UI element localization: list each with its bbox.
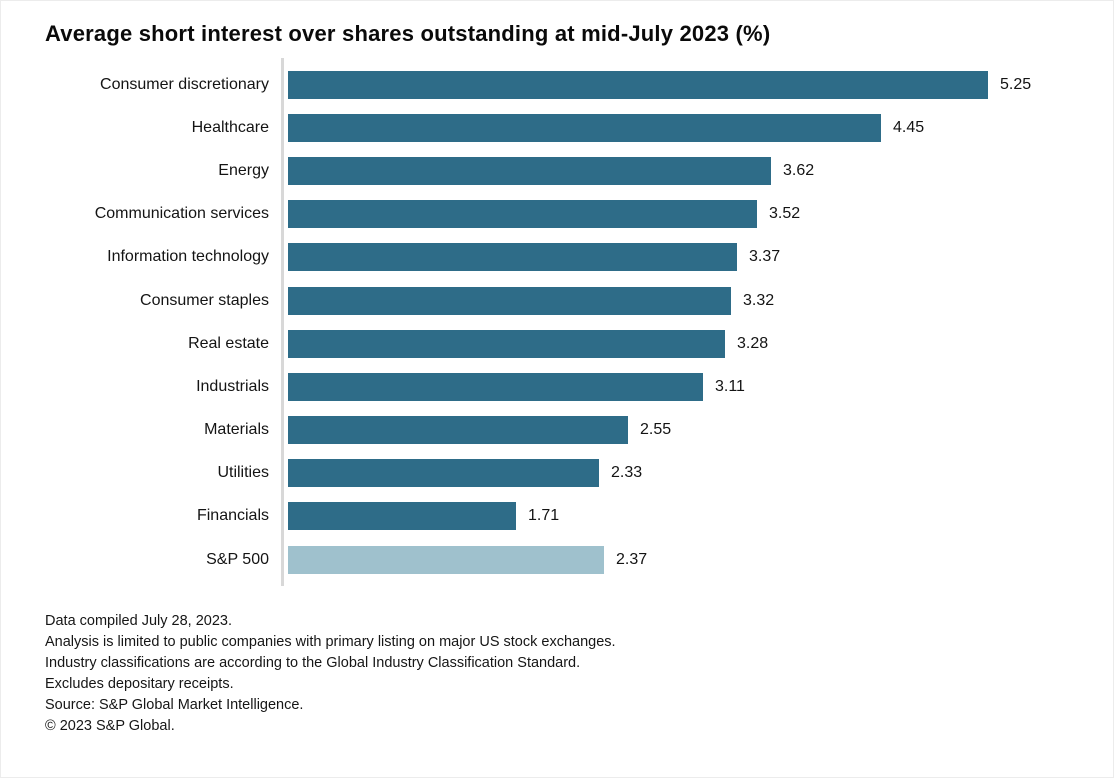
bar [288, 416, 628, 445]
bar-track: 3.37 [281, 243, 1083, 272]
bar-row: Communication services 3.52 [45, 193, 1083, 236]
bar-value-label: 2.33 [611, 464, 643, 482]
bar-track: 3.11 [281, 372, 1083, 401]
bar-row: Materials 2.55 [45, 409, 1083, 452]
bar-value-label: 2.55 [640, 421, 672, 439]
footnote-line: Industry classifications are according t… [45, 655, 581, 672]
category-label: Information technology [107, 248, 269, 266]
bar-track: 5.25 [281, 70, 1083, 99]
category-label: Consumer staples [140, 291, 269, 309]
bar-value-label: 3.52 [769, 205, 801, 223]
bar-value-label: 3.62 [783, 161, 815, 179]
bar-row: Energy 3.62 [45, 149, 1083, 192]
bar-row: Consumer staples 3.32 [45, 279, 1083, 322]
category-label: Energy [218, 161, 269, 179]
y-axis-line [281, 58, 284, 587]
bar-track: 3.52 [281, 200, 1083, 229]
bar-track: 4.45 [281, 113, 1083, 142]
bar-track: 2.55 [281, 416, 1083, 445]
bar-value-label: 3.11 [715, 377, 745, 395]
bar [288, 459, 599, 488]
bar-value-label: 3.37 [749, 248, 781, 266]
bar-track: 1.71 [281, 502, 1083, 531]
bar-row: Financials 1.71 [45, 495, 1083, 538]
bar-row: S&P 500 2.37 [45, 538, 1083, 581]
bar-track: 2.33 [281, 459, 1083, 488]
bar-track: 2.37 [281, 545, 1083, 574]
bar-chart: Consumer discretionary 5.25 Healthcare 4… [45, 58, 1083, 587]
bar-track: 3.62 [281, 156, 1083, 185]
bar [288, 329, 725, 358]
bar-row: Real estate 3.28 [45, 322, 1083, 365]
bar-row: Utilities 2.33 [45, 452, 1083, 495]
bar-value-label: 3.28 [737, 334, 769, 352]
category-label: Communication services [94, 205, 269, 223]
bar [288, 113, 881, 142]
footnotes: Data compiled July 28, 2023. Analysis is… [45, 611, 1083, 737]
bar-value-label: 1.71 [528, 507, 560, 525]
bar [288, 545, 604, 574]
bar [288, 156, 771, 185]
bar [288, 502, 516, 531]
footnote-line: Data compiled July 28, 2023. [45, 613, 232, 630]
footnote-line: Source: S&P Global Market Intelligence. [45, 697, 304, 714]
bar-rows: Consumer discretionary 5.25 Healthcare 4… [45, 63, 1083, 581]
footnote-line: Analysis is limited to public companies … [45, 634, 616, 651]
bar-value-label: 5.25 [1000, 75, 1032, 93]
category-label: Real estate [188, 334, 269, 352]
bar-value-label: 3.32 [743, 291, 775, 309]
footnote-line: © 2023 S&P Global. [45, 718, 175, 735]
category-label: Materials [204, 421, 269, 439]
category-label: Industrials [196, 377, 269, 395]
bar [288, 243, 737, 272]
bar-row: Consumer discretionary 5.25 [45, 63, 1083, 106]
bar-value-label: 4.45 [893, 118, 925, 136]
bar [288, 200, 757, 229]
category-label: Healthcare [191, 118, 269, 136]
bar-value-label: 2.37 [616, 550, 648, 568]
category-label: Financials [196, 507, 269, 525]
bar [288, 70, 988, 99]
footnote-line: Excludes depositary receipts. [45, 676, 234, 693]
chart-title: Average short interest over shares outst… [45, 21, 771, 46]
category-label: Utilities [217, 464, 269, 482]
category-label: S&P 500 [206, 550, 269, 568]
category-label: Consumer discretionary [100, 75, 269, 93]
bar-track: 3.32 [281, 286, 1083, 315]
bar-row: Industrials 3.11 [45, 365, 1083, 408]
bar-track: 3.28 [281, 329, 1083, 358]
bar-row: Information technology 3.37 [45, 236, 1083, 279]
bar-row: Healthcare 4.45 [45, 106, 1083, 149]
bar [288, 286, 731, 315]
bar [288, 372, 703, 401]
